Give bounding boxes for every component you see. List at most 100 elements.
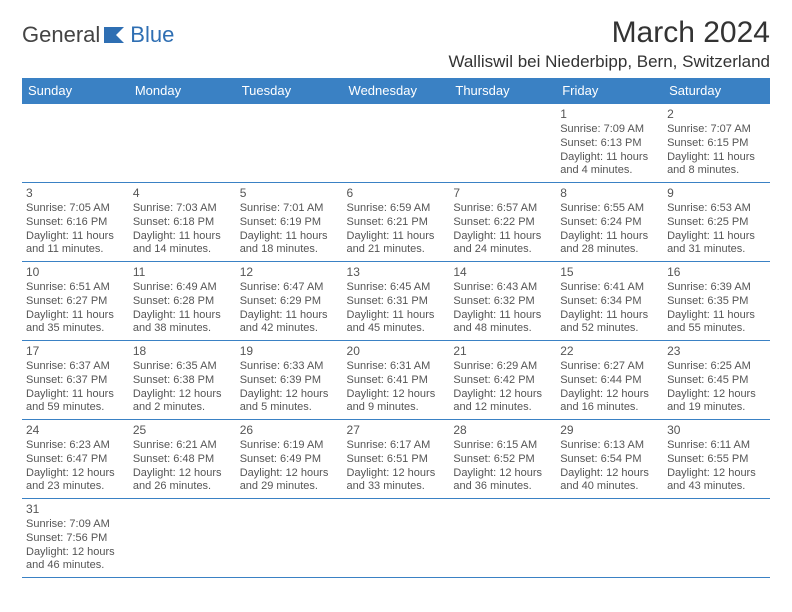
sunset-text: Sunset: 6:25 PM (667, 216, 766, 230)
sunset-text: Sunset: 6:51 PM (347, 453, 446, 467)
day-number: 20 (347, 344, 446, 359)
day-number: 19 (240, 344, 339, 359)
calendar-cell: 19Sunrise: 6:33 AMSunset: 6:39 PMDayligh… (236, 341, 343, 420)
sunrise-text: Sunrise: 6:23 AM (26, 439, 125, 453)
calendar-cell (663, 499, 770, 578)
sunset-text: Sunset: 6:32 PM (453, 295, 552, 309)
calendar-row: 3Sunrise: 7:05 AMSunset: 6:16 PMDaylight… (22, 183, 770, 262)
day-header: Tuesday (236, 78, 343, 104)
calendar-cell: 5Sunrise: 7:01 AMSunset: 6:19 PMDaylight… (236, 183, 343, 262)
calendar-row: 17Sunrise: 6:37 AMSunset: 6:37 PMDayligh… (22, 341, 770, 420)
daylight-text: Daylight: 11 hours and 24 minutes. (453, 230, 552, 258)
sunrise-text: Sunrise: 6:17 AM (347, 439, 446, 453)
sunrise-text: Sunrise: 6:29 AM (453, 360, 552, 374)
sunrise-text: Sunrise: 6:59 AM (347, 202, 446, 216)
calendar-cell (556, 499, 663, 578)
calendar-cell (22, 104, 129, 183)
sunset-text: Sunset: 6:54 PM (560, 453, 659, 467)
calendar-cell (236, 104, 343, 183)
daylight-text: Daylight: 11 hours and 48 minutes. (453, 309, 552, 337)
sunset-text: Sunset: 6:15 PM (667, 137, 766, 151)
calendar-cell: 22Sunrise: 6:27 AMSunset: 6:44 PMDayligh… (556, 341, 663, 420)
sunset-text: Sunset: 6:39 PM (240, 374, 339, 388)
daylight-text: Daylight: 12 hours and 2 minutes. (133, 388, 232, 416)
sunrise-text: Sunrise: 6:39 AM (667, 281, 766, 295)
calendar-cell: 8Sunrise: 6:55 AMSunset: 6:24 PMDaylight… (556, 183, 663, 262)
sunset-text: Sunset: 6:37 PM (26, 374, 125, 388)
sunrise-text: Sunrise: 6:37 AM (26, 360, 125, 374)
sunrise-text: Sunrise: 6:49 AM (133, 281, 232, 295)
sunrise-text: Sunrise: 6:47 AM (240, 281, 339, 295)
day-number: 28 (453, 423, 552, 438)
calendar-table: Sunday Monday Tuesday Wednesday Thursday… (22, 78, 770, 578)
sunrise-text: Sunrise: 6:19 AM (240, 439, 339, 453)
sunset-text: Sunset: 6:21 PM (347, 216, 446, 230)
calendar-cell: 31Sunrise: 7:09 AMSunset: 7:56 PMDayligh… (22, 499, 129, 578)
day-number: 18 (133, 344, 232, 359)
day-number: 16 (667, 265, 766, 280)
daylight-text: Daylight: 12 hours and 29 minutes. (240, 467, 339, 495)
calendar-cell: 7Sunrise: 6:57 AMSunset: 6:22 PMDaylight… (449, 183, 556, 262)
day-number: 24 (26, 423, 125, 438)
sunrise-text: Sunrise: 7:05 AM (26, 202, 125, 216)
sunrise-text: Sunrise: 6:15 AM (453, 439, 552, 453)
sunset-text: Sunset: 6:13 PM (560, 137, 659, 151)
sunrise-text: Sunrise: 7:09 AM (26, 518, 125, 532)
daylight-text: Daylight: 12 hours and 40 minutes. (560, 467, 659, 495)
sunrise-text: Sunrise: 7:09 AM (560, 123, 659, 137)
sunrise-text: Sunrise: 6:33 AM (240, 360, 339, 374)
sunrise-text: Sunrise: 6:53 AM (667, 202, 766, 216)
calendar-cell: 16Sunrise: 6:39 AMSunset: 6:35 PMDayligh… (663, 262, 770, 341)
header: GeneralBlue March 2024 Walliswil bei Nie… (22, 16, 770, 72)
calendar-cell (129, 499, 236, 578)
calendar-cell (343, 499, 450, 578)
calendar-cell (236, 499, 343, 578)
sunset-text: Sunset: 6:42 PM (453, 374, 552, 388)
flag-icon (102, 25, 128, 45)
sunset-text: Sunset: 6:49 PM (240, 453, 339, 467)
sunset-text: Sunset: 6:41 PM (347, 374, 446, 388)
calendar-cell: 28Sunrise: 6:15 AMSunset: 6:52 PMDayligh… (449, 420, 556, 499)
day-header: Thursday (449, 78, 556, 104)
day-number: 3 (26, 186, 125, 201)
day-header: Friday (556, 78, 663, 104)
calendar-cell: 14Sunrise: 6:43 AMSunset: 6:32 PMDayligh… (449, 262, 556, 341)
daylight-text: Daylight: 11 hours and 59 minutes. (26, 388, 125, 416)
day-number: 21 (453, 344, 552, 359)
sunset-text: Sunset: 6:38 PM (133, 374, 232, 388)
daylight-text: Daylight: 12 hours and 26 minutes. (133, 467, 232, 495)
sunset-text: Sunset: 6:31 PM (347, 295, 446, 309)
day-number: 12 (240, 265, 339, 280)
daylight-text: Daylight: 12 hours and 23 minutes. (26, 467, 125, 495)
daylight-text: Daylight: 11 hours and 38 minutes. (133, 309, 232, 337)
daylight-text: Daylight: 11 hours and 45 minutes. (347, 309, 446, 337)
daylight-text: Daylight: 12 hours and 5 minutes. (240, 388, 339, 416)
day-number: 31 (26, 502, 125, 517)
day-number: 7 (453, 186, 552, 201)
day-number: 22 (560, 344, 659, 359)
day-number: 25 (133, 423, 232, 438)
daylight-text: Daylight: 12 hours and 43 minutes. (667, 467, 766, 495)
sunset-text: Sunset: 6:55 PM (667, 453, 766, 467)
calendar-cell: 23Sunrise: 6:25 AMSunset: 6:45 PMDayligh… (663, 341, 770, 420)
daylight-text: Daylight: 11 hours and 55 minutes. (667, 309, 766, 337)
sunset-text: Sunset: 6:28 PM (133, 295, 232, 309)
sunset-text: Sunset: 7:56 PM (26, 532, 125, 546)
calendar-cell: 12Sunrise: 6:47 AMSunset: 6:29 PMDayligh… (236, 262, 343, 341)
daylight-text: Daylight: 12 hours and 16 minutes. (560, 388, 659, 416)
sunrise-text: Sunrise: 6:45 AM (347, 281, 446, 295)
day-number: 2 (667, 107, 766, 122)
day-number: 11 (133, 265, 232, 280)
calendar-cell (449, 104, 556, 183)
daylight-text: Daylight: 11 hours and 8 minutes. (667, 151, 766, 179)
day-number: 23 (667, 344, 766, 359)
calendar-cell: 26Sunrise: 6:19 AMSunset: 6:49 PMDayligh… (236, 420, 343, 499)
title-block: March 2024 Walliswil bei Niederbipp, Ber… (448, 16, 770, 72)
sunset-text: Sunset: 6:47 PM (26, 453, 125, 467)
calendar-cell: 20Sunrise: 6:31 AMSunset: 6:41 PMDayligh… (343, 341, 450, 420)
calendar-cell: 3Sunrise: 7:05 AMSunset: 6:16 PMDaylight… (22, 183, 129, 262)
calendar-cell: 30Sunrise: 6:11 AMSunset: 6:55 PMDayligh… (663, 420, 770, 499)
day-number: 1 (560, 107, 659, 122)
day-number: 27 (347, 423, 446, 438)
day-number: 15 (560, 265, 659, 280)
